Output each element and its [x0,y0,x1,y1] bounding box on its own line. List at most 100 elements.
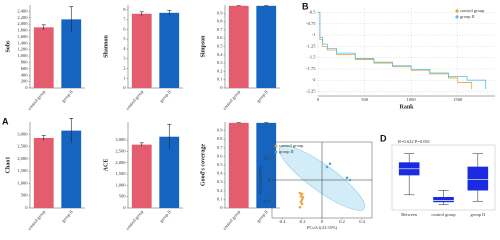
x-tick-label: group II [471,212,486,217]
y-tick-label: 0.6 [217,153,223,158]
bar [33,27,54,88]
y-tick-label: 2 [123,66,125,71]
box [433,197,454,203]
x-tick-label: control group [431,212,456,217]
x-tick-label: control group [125,209,145,231]
y-tick-label: 0 [268,177,271,182]
legend-marker [455,9,459,13]
x-tick-label: 1000 [407,97,417,102]
y-axis-title: PCoA2(9.87%) [258,166,263,194]
y-tick-label: -1.75 [306,66,316,71]
y-tick-label: 3 [123,56,126,61]
x-tick-label: 0 [317,97,320,102]
point [300,198,304,201]
x-tick-label: group II [61,209,75,224]
y-tick-label: -1.5 [308,55,316,60]
y-tick-label: 1 [123,75,125,80]
point [328,162,332,166]
panel-label: B [302,1,309,11]
series-line [318,12,473,90]
legend-label: control group [279,143,304,148]
y-tick-label: 0.9 [217,128,223,133]
y-tick-label: 0.7 [217,27,223,32]
y-tick-label: 0.5 [217,44,223,49]
y-tick-label: 1,200 [17,47,28,53]
x-tick-label: 1500 [453,97,463,102]
y-tick-label: 5 [123,36,126,41]
x-tick-label: control group [222,209,242,231]
y-axis-title: Good's coverage [200,144,206,186]
point [298,205,302,209]
y-tick-label: 0.5 [217,162,223,167]
x-axis-title: Rank [399,104,414,110]
x-tick-label: group II [256,89,270,104]
bar [33,137,54,208]
bar [61,130,82,208]
y-tick-label: 2,000 [17,21,28,27]
x-tick-label: group II [159,89,173,104]
point [300,192,304,196]
y-tick-label: 3,000 [17,131,28,137]
point [325,165,329,169]
y-tick-label: -2.25 [306,89,316,94]
y-tick-label: 1,500 [17,168,28,174]
y-tick-label: 1,000 [17,53,28,59]
bar [256,122,277,208]
x-tick-label: 0 [321,219,324,224]
panel-label: A [2,116,9,126]
x-tick-label: 0.4 [359,219,365,224]
y-tick-label: 0.2 [264,155,270,160]
y-axis-title: Sobs [5,40,11,53]
y-tick-label: 2,400 [17,8,28,14]
bar [61,19,82,88]
point [299,200,303,204]
y-tick-label: 0 [220,205,223,210]
point [300,202,304,206]
y-tick-label: 0.7 [217,145,223,150]
series-line [318,12,487,90]
y-tick-label: 8 [123,7,126,12]
y-tick-label: 1,000 [115,182,126,188]
y-tick-label: 0.1 [217,77,223,82]
x-tick-label: Between [401,212,417,217]
y-tick-label: -1 [312,32,316,37]
x-tick-label: 0.2 [339,219,345,224]
plot-frame [391,144,496,211]
y-tick-label: -0.75 [306,21,316,26]
y-tick-label: 0 [25,85,28,90]
y-tick-label: 600 [21,66,29,71]
y-tick-label: 0 [220,85,223,90]
y-tick-label: -0.5 [308,10,316,15]
y-tick-label: 0.6 [217,35,223,40]
x-tick-label: -0.4 [278,219,286,224]
legend-label: group II [279,149,294,154]
y-tick-label: -1.25 [306,43,316,48]
y-tick-label: 0.8 [217,136,223,141]
x-tick-label: group II [61,89,75,104]
x-tick-label: control group [27,89,47,111]
y-tick-label: 500 [21,193,29,198]
y-tick-label: 500 [119,194,127,199]
y-tick-label: 200 [21,79,29,84]
bar [228,5,249,88]
y-tick-label: 7 [123,17,126,22]
y-tick-label: 0.2 [217,188,223,193]
y-tick-label: 6 [123,26,126,31]
y-tick-label: 2,200 [17,15,28,21]
bar [256,5,277,88]
y-tick-label: 2,500 [115,148,126,154]
legend-marker [274,150,278,154]
x-tick-label: control group [222,89,242,111]
x-tick-label: control group [27,209,47,231]
y-tick-label: 0 [25,205,28,210]
y-tick-label: -0.2 [263,199,270,204]
panel-label: D [380,133,387,143]
point [345,176,349,180]
legend-label: group II [460,14,475,19]
y-tick-label: 0.9 [217,10,223,15]
point [299,194,303,198]
y-tick-label: 0.2 [217,68,223,73]
y-tick-label: 800 [21,59,29,64]
legend-label: control group [460,8,485,13]
